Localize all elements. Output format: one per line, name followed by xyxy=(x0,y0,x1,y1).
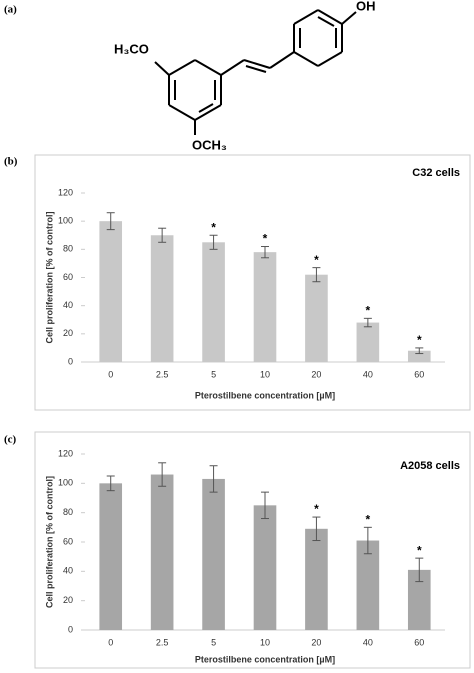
panel-label: (b) xyxy=(4,156,18,168)
bar xyxy=(150,235,174,362)
x-axis-label: Pterostilbene concentration [µM] xyxy=(195,654,335,664)
panel-label: (c) xyxy=(4,434,17,446)
y-axis-label: Cell proliferation [% of control] xyxy=(44,211,54,343)
significance-marker: * xyxy=(417,543,422,557)
x-tick-label: 5 xyxy=(211,369,216,379)
x-tick-label: 20 xyxy=(311,369,321,379)
x-tick-label: 2.5 xyxy=(156,369,169,379)
y-tick-label: 60 xyxy=(63,272,73,282)
y-tick-label: 120 xyxy=(58,187,73,197)
bar xyxy=(202,478,225,630)
bar xyxy=(99,483,123,630)
significance-marker: * xyxy=(417,333,422,347)
x-tick-label: 10 xyxy=(260,369,270,379)
significance-marker: * xyxy=(314,502,319,516)
chart-title: A2058 cells xyxy=(400,460,460,472)
y-tick-label: 80 xyxy=(63,244,73,254)
y-tick-label: 40 xyxy=(63,300,73,310)
significance-marker: * xyxy=(314,253,319,267)
chem-label: OH xyxy=(356,0,376,13)
bar xyxy=(356,540,380,630)
chem-label: OCH₃ xyxy=(192,137,227,152)
x-tick-label: 5 xyxy=(211,637,216,647)
y-tick-label: 0 xyxy=(68,624,73,634)
x-tick-label: 0 xyxy=(108,637,113,647)
y-axis-label: Cell proliferation [% of control] xyxy=(44,476,54,608)
significance-marker: * xyxy=(366,304,371,318)
x-tick-label: 10 xyxy=(260,637,270,647)
chemical-structure: H₃CO OCH₃ OH xyxy=(114,0,376,152)
x-tick-label: 60 xyxy=(414,369,424,379)
panel-label: (a) xyxy=(4,4,17,16)
chem-label: H₃CO xyxy=(114,41,149,56)
y-tick-label: 40 xyxy=(63,566,73,576)
chart-title: C32 cells xyxy=(412,167,460,179)
x-tick-label: 2.5 xyxy=(156,637,169,647)
y-tick-label: 0 xyxy=(68,356,73,366)
bar xyxy=(202,242,225,362)
x-tick-label: 40 xyxy=(363,369,373,379)
bar xyxy=(407,569,431,630)
significance-marker: * xyxy=(366,513,371,527)
bar xyxy=(305,274,328,362)
bar xyxy=(356,322,380,362)
y-tick-label: 120 xyxy=(58,448,73,458)
x-tick-label: 0 xyxy=(108,369,113,379)
chart-frame xyxy=(34,154,471,411)
y-tick-label: 20 xyxy=(63,595,73,605)
bar xyxy=(253,505,277,630)
significance-marker: * xyxy=(211,220,216,234)
chart-frame xyxy=(34,431,471,669)
x-tick-label: 20 xyxy=(311,637,321,647)
significance-marker: * xyxy=(263,232,268,246)
bar xyxy=(305,528,328,630)
bar xyxy=(150,474,174,630)
x-axis-label: Pterostilbene concentration [µM] xyxy=(195,390,335,400)
y-tick-label: 20 xyxy=(63,328,73,338)
y-tick-label: 60 xyxy=(63,536,73,546)
y-tick-label: 100 xyxy=(58,216,73,226)
bar xyxy=(99,221,123,362)
x-tick-label: 60 xyxy=(414,637,424,647)
bar xyxy=(407,350,431,362)
y-tick-label: 100 xyxy=(58,478,73,488)
x-tick-label: 40 xyxy=(363,637,373,647)
bar xyxy=(253,252,277,362)
y-tick-label: 80 xyxy=(63,507,73,517)
